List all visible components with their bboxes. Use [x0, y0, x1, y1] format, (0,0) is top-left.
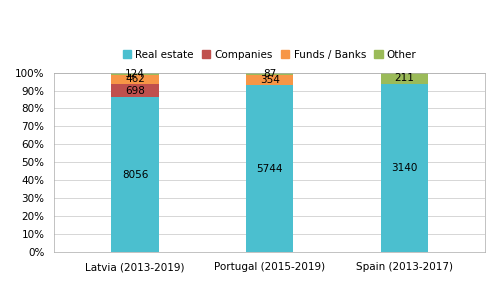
- Text: 698: 698: [125, 86, 145, 96]
- Bar: [112, 75, 158, 84]
- Text: 124: 124: [125, 69, 145, 79]
- Bar: [112, 73, 158, 75]
- Text: 3140: 3140: [391, 163, 417, 173]
- Bar: [112, 84, 158, 97]
- Text: 87: 87: [263, 69, 276, 79]
- Bar: [112, 97, 158, 252]
- Bar: [380, 84, 428, 252]
- Text: 462: 462: [125, 74, 145, 84]
- Bar: [246, 75, 293, 85]
- Bar: [380, 73, 428, 84]
- Bar: [246, 85, 293, 252]
- Text: 8056: 8056: [122, 170, 148, 180]
- Bar: [246, 73, 293, 75]
- Text: 5744: 5744: [256, 164, 283, 174]
- Text: 211: 211: [394, 73, 414, 83]
- Legend: Real estate, Companies, Funds / Banks, Other: Real estate, Companies, Funds / Banks, O…: [118, 45, 421, 64]
- Text: 354: 354: [260, 75, 280, 85]
